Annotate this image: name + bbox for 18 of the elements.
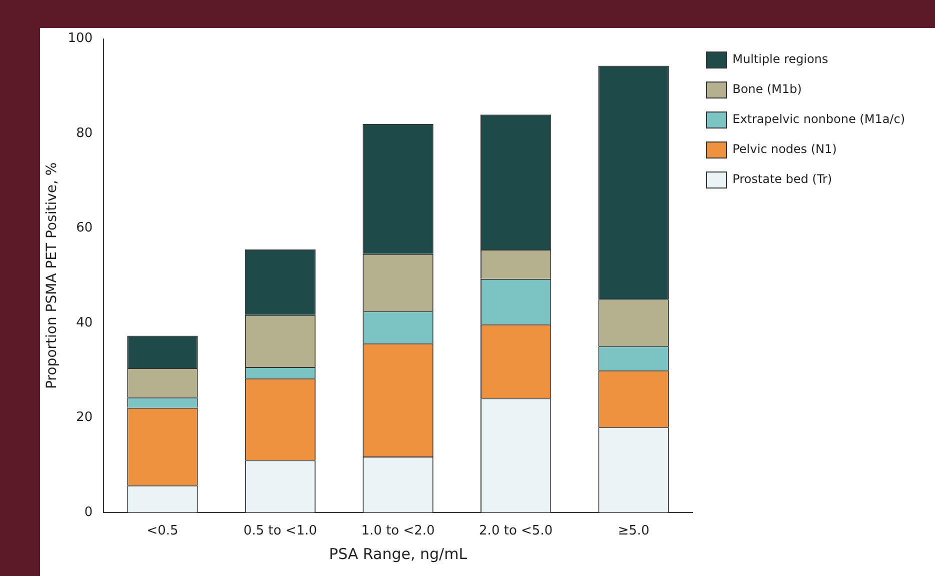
x-tick-label: 0.5 to <1.0 bbox=[243, 524, 318, 539]
x-tick-label: 2.0 to <5.0 bbox=[479, 524, 553, 539]
legend-label: Extrapelvic nonbone (M1a/c) bbox=[732, 112, 906, 126]
y-tick-label: 0 bbox=[84, 504, 93, 520]
x-axis-title: PSA Range, ng/mL bbox=[329, 544, 468, 563]
y-tick-label: 20 bbox=[76, 410, 93, 426]
x-tick-label: ≥5.0 bbox=[618, 524, 650, 539]
y-tick-label: 60 bbox=[76, 220, 93, 236]
legend-label: Prostate bed (Tr) bbox=[732, 172, 832, 186]
x-tick-label: <0.5 bbox=[146, 524, 178, 539]
y-tick-label: 100 bbox=[68, 31, 93, 46]
y-axis-title: Proportion PSMA PET Positive, % bbox=[44, 162, 60, 389]
legend-label: Multiple regions bbox=[732, 52, 828, 66]
legend-label: Pelvic nodes (N1) bbox=[732, 142, 837, 156]
y-tick-label: 40 bbox=[76, 315, 93, 330]
x-tick-label: 1.0 to <2.0 bbox=[361, 524, 435, 539]
legend-label: Bone (M1b) bbox=[732, 82, 802, 96]
y-tick-label: 80 bbox=[76, 126, 93, 141]
